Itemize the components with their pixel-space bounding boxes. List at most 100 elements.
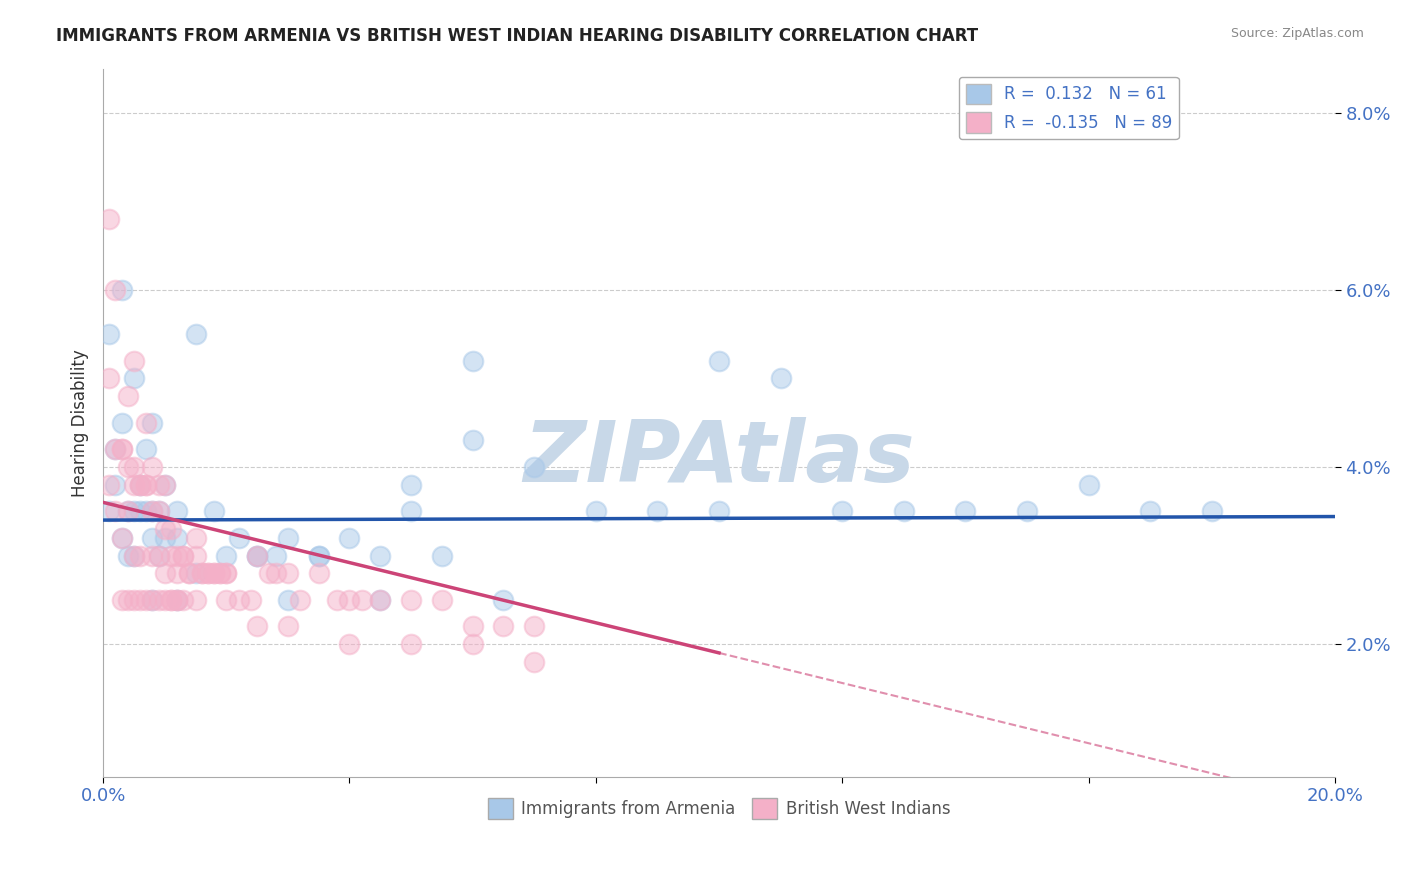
Point [148,549,170,563]
Point [141,460,163,475]
Point [184,566,207,581]
Point [117,389,139,403]
Point [308,549,330,563]
Point [166,504,188,518]
Point [246,549,269,563]
Point [523,655,546,669]
Point [129,504,152,518]
Point [215,592,238,607]
Point [184,531,207,545]
Point [831,504,853,518]
Point [148,477,170,491]
Point [339,637,361,651]
Point [148,504,170,518]
Point [148,592,170,607]
Point [277,592,299,607]
Point [461,434,484,448]
Point [955,504,977,518]
Point [215,566,238,581]
Point [122,504,145,518]
Point [197,566,219,581]
Point [122,549,145,563]
Point [326,592,349,607]
Point [166,566,188,581]
Point [264,566,287,581]
Point [202,566,225,581]
Point [399,592,422,607]
Point [141,531,163,545]
Point [110,442,132,457]
Point [228,592,250,607]
Point [350,592,373,607]
Point [492,592,515,607]
Point [430,549,453,563]
Legend: Immigrants from Armenia, British West Indians: Immigrants from Armenia, British West In… [481,791,957,825]
Point [190,566,212,581]
Point [104,442,127,457]
Point [339,531,361,545]
Point [368,592,391,607]
Point [166,531,188,545]
Point [209,566,232,581]
Point [122,353,145,368]
Point [368,592,391,607]
Point [98,327,121,342]
Point [122,460,145,475]
Point [172,592,194,607]
Point [197,566,219,581]
Point [153,477,176,491]
Point [290,592,312,607]
Point [308,566,330,581]
Point [110,442,132,457]
Point [399,504,422,518]
Point [166,592,188,607]
Point [277,566,299,581]
Point [98,371,121,385]
Point [184,549,207,563]
Point [228,531,250,545]
Point [202,504,225,518]
Point [647,504,669,518]
Point [239,592,262,607]
Point [172,549,194,563]
Point [1077,477,1099,491]
Point [368,549,391,563]
Point [179,566,201,581]
Point [215,566,238,581]
Point [117,460,139,475]
Point [117,504,139,518]
Point [135,477,157,491]
Point [122,549,145,563]
Text: ZIPAtlas: ZIPAtlas [523,417,915,500]
Point [110,416,132,430]
Point [148,549,170,563]
Point [202,566,225,581]
Point [1015,504,1038,518]
Point [461,637,484,651]
Point [246,549,269,563]
Point [117,592,139,607]
Point [122,477,145,491]
Point [399,477,422,491]
Point [707,504,730,518]
Point [104,477,127,491]
Point [166,592,188,607]
Point [153,566,176,581]
Point [172,549,194,563]
Point [585,504,607,518]
Point [129,477,152,491]
Point [160,592,183,607]
Point [153,522,176,536]
Point [135,442,157,457]
Point [893,504,915,518]
Point [246,619,269,633]
Point [399,637,422,651]
Point [492,619,515,633]
Point [215,549,238,563]
Point [104,504,127,518]
Point [339,592,361,607]
Point [277,619,299,633]
Point [135,477,157,491]
Point [308,549,330,563]
Point [98,504,121,518]
